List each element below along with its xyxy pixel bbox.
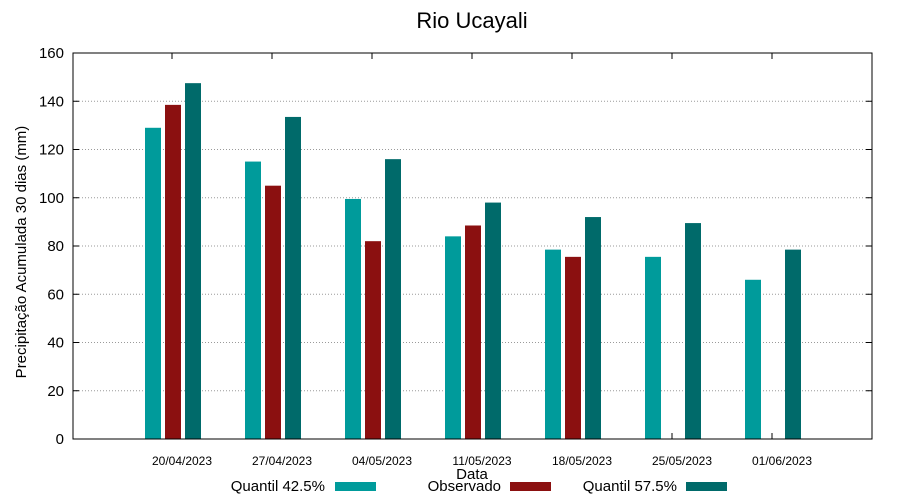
x-tick-label: 01/06/2023: [752, 454, 812, 468]
bar-quantil-42-5--5: [645, 256, 661, 439]
x-tick-label: 20/04/2023: [152, 454, 212, 468]
y-tick-label: 0: [56, 431, 64, 448]
bar-quantil-57-5--0: [185, 83, 201, 439]
bar-quantil-42-5--0: [145, 127, 161, 439]
y-tick-label: 40: [47, 335, 64, 352]
bar-quantil-57-5--2: [385, 159, 401, 439]
y-axis-label: Precipitação Acumulada 30 dias (mm): [13, 126, 30, 379]
y-axis-ticks: 0 20 40 60 80 100 120 140 160: [39, 45, 872, 448]
plot-frame: [72, 52, 873, 440]
bar-quantil-42-5--2: [345, 198, 361, 439]
legend-swatch: [686, 482, 727, 491]
x-axis-ticks: 20/04/2023 27/04/2023 04/05/2023 11/05/2023…: [152, 53, 812, 468]
bar-quantil-57-5--3: [485, 202, 501, 439]
y-tick-label: 80: [47, 238, 64, 255]
bar-quantil-42-5--1: [245, 161, 261, 439]
legend-swatch: [510, 482, 551, 491]
legend-label: Quantil 42.5%: [231, 478, 325, 495]
y-tick-label: 140: [39, 93, 64, 110]
legend-label: Observado: [428, 478, 501, 495]
bar-quantil-42-5--6: [745, 279, 761, 439]
y-tick-label: 100: [39, 190, 64, 207]
x-tick-label: 11/05/2023: [452, 454, 511, 468]
bar-quantil-57-5--1: [285, 116, 301, 440]
bars: [145, 83, 801, 440]
legend-swatch: [335, 482, 376, 491]
chart-title: Rio Ucayali: [416, 8, 527, 33]
bar-observado-2: [365, 241, 381, 439]
bar-observado-3: [465, 225, 481, 439]
y-tick-label: 120: [39, 142, 64, 159]
x-axis-label: Data: [456, 466, 488, 483]
bar-quantil-57-5--4: [585, 217, 601, 439]
bar-observado-1: [265, 185, 281, 439]
bar-quantil-42-5--4: [545, 249, 561, 439]
y-tick-label: 160: [39, 45, 64, 62]
bar-quantil-57-5--6: [785, 249, 801, 439]
x-tick-label: 27/04/2023: [252, 454, 312, 468]
legend: Quantil 42.5% Observado Quantil 57.5%: [231, 478, 727, 495]
x-tick-label: 25/05/2023: [652, 454, 712, 468]
x-tick-label: 04/05/2023: [352, 454, 412, 468]
bar-quantil-42-5--3: [445, 236, 461, 439]
bar-observado-4: [565, 256, 581, 439]
bar-observado-0: [165, 104, 181, 440]
bar-quantil-57-5--5: [685, 223, 701, 439]
legend-label: Quantil 57.5%: [583, 478, 677, 495]
y-tick-label: 20: [47, 383, 64, 400]
x-tick-label: 18/05/2023: [552, 454, 612, 468]
y-tick-label: 60: [47, 286, 64, 303]
